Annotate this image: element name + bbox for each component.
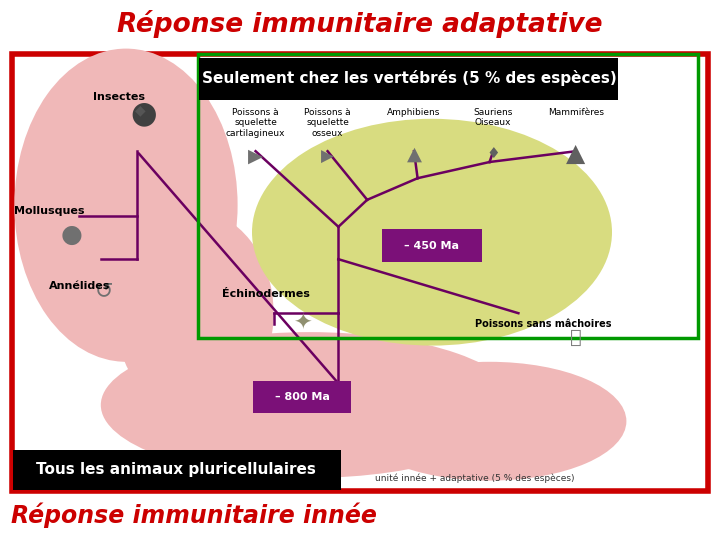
Text: 〜: 〜 xyxy=(570,328,582,347)
Ellipse shape xyxy=(101,332,518,478)
Text: Poissons à
squelette
osseux: Poissons à squelette osseux xyxy=(305,108,351,138)
Text: – 450 Ma: – 450 Ma xyxy=(405,241,459,251)
Text: ▶: ▶ xyxy=(321,147,334,166)
Text: unité innée + adaptative (5 % des espèces): unité innée + adaptative (5 % des espèce… xyxy=(375,473,575,483)
Text: Mollusques: Mollusques xyxy=(14,206,84,215)
Text: ●: ● xyxy=(131,99,157,128)
Text: Réponse immunitaire adaptative: Réponse immunitaire adaptative xyxy=(117,10,603,38)
Text: Poissons sans mâchoires: Poissons sans mâchoires xyxy=(475,319,612,329)
Text: Réponse immunitaire innée: Réponse immunitaire innée xyxy=(12,503,377,529)
Text: Sauriens
Oiseaux: Sauriens Oiseaux xyxy=(474,108,513,127)
Text: ✦: ✦ xyxy=(293,314,312,334)
Text: ◆: ◆ xyxy=(135,104,145,118)
Text: Seulement chez les vertébrés (5 % des espèces): Seulement chez les vertébrés (5 % des es… xyxy=(202,70,616,86)
Bar xyxy=(12,54,708,491)
Text: ●: ● xyxy=(61,223,83,247)
Ellipse shape xyxy=(115,211,274,416)
Text: Insectes: Insectes xyxy=(93,92,145,102)
Text: – 800 Ma: – 800 Ma xyxy=(275,392,330,402)
Text: Amphibiens: Amphibiens xyxy=(387,108,441,117)
Text: Poissons à
squelette
cartilagineux: Poissons à squelette cartilagineux xyxy=(226,108,285,138)
FancyBboxPatch shape xyxy=(382,230,482,262)
Text: Tous les animaux pluricellulaires: Tous les animaux pluricellulaires xyxy=(37,462,316,477)
Ellipse shape xyxy=(14,49,238,362)
Bar xyxy=(198,54,698,338)
Bar xyxy=(199,58,618,100)
Ellipse shape xyxy=(353,362,626,481)
Bar xyxy=(13,450,341,490)
Text: Annélides: Annélides xyxy=(48,281,110,291)
Text: ▶: ▶ xyxy=(248,147,263,166)
Ellipse shape xyxy=(252,119,612,346)
FancyBboxPatch shape xyxy=(253,381,351,413)
Text: ↺: ↺ xyxy=(95,281,114,302)
Text: ▲: ▲ xyxy=(407,144,421,164)
Text: Échinodermes: Échinodermes xyxy=(222,289,310,299)
Text: Mammifères: Mammifères xyxy=(548,108,604,117)
Text: ♦: ♦ xyxy=(487,146,500,161)
Text: ▲: ▲ xyxy=(567,142,585,166)
